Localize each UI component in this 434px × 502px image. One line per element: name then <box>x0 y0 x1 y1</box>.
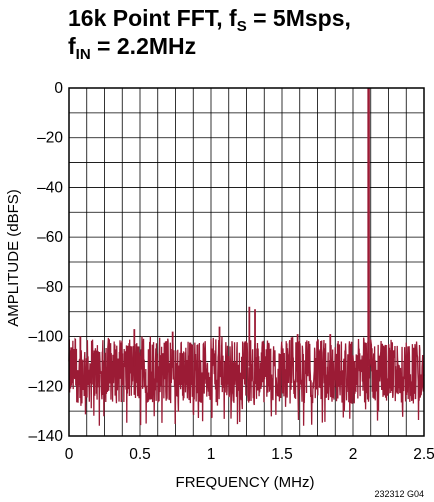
chart-title: 16k Point FFT, fS = 5Msps, fIN = 2.2MHz <box>68 4 351 63</box>
x-tick-labels: 0 0.5 1 1.5 2 2.5 <box>65 446 434 463</box>
y-tick-label-6: –120 <box>29 378 64 395</box>
chart-title-line2: fIN = 2.2MHz <box>68 33 197 63</box>
figure-id: 232312 G04 <box>374 489 424 499</box>
x-tick-label-1: 0.5 <box>129 446 151 463</box>
x-axis-title: FREQUENCY (MHz) <box>176 474 315 491</box>
y-tick-label-4: –80 <box>37 279 63 296</box>
fft-trace <box>68 88 425 426</box>
noise-floor-trace <box>68 336 425 426</box>
y-tick-label-0: 0 <box>54 80 63 97</box>
y-tick-label-7: –140 <box>29 428 64 445</box>
x-tick-label-3: 1.5 <box>271 446 293 463</box>
y-axis-title: AMPLITUDE (dBFS) <box>5 189 22 327</box>
x-tick-label-0: 0 <box>65 446 74 463</box>
y-tick-label-5: –100 <box>29 329 64 346</box>
plot-frame <box>68 87 425 437</box>
x-tick-label-5: 2.5 <box>413 446 434 463</box>
x-tick-label-2: 1 <box>207 446 216 463</box>
x-tick-label-4: 2 <box>349 446 358 463</box>
chart-title-line1: 16k Point FFT, fS = 5Msps, <box>68 5 351 35</box>
y-tick-label-3: –60 <box>37 229 63 246</box>
y-tick-label-2: –40 <box>37 179 63 196</box>
y-tick-label-1: –20 <box>37 130 63 147</box>
y-tick-labels: 0 –20 –40 –60 –80 –100 –120 –140 <box>29 80 64 445</box>
